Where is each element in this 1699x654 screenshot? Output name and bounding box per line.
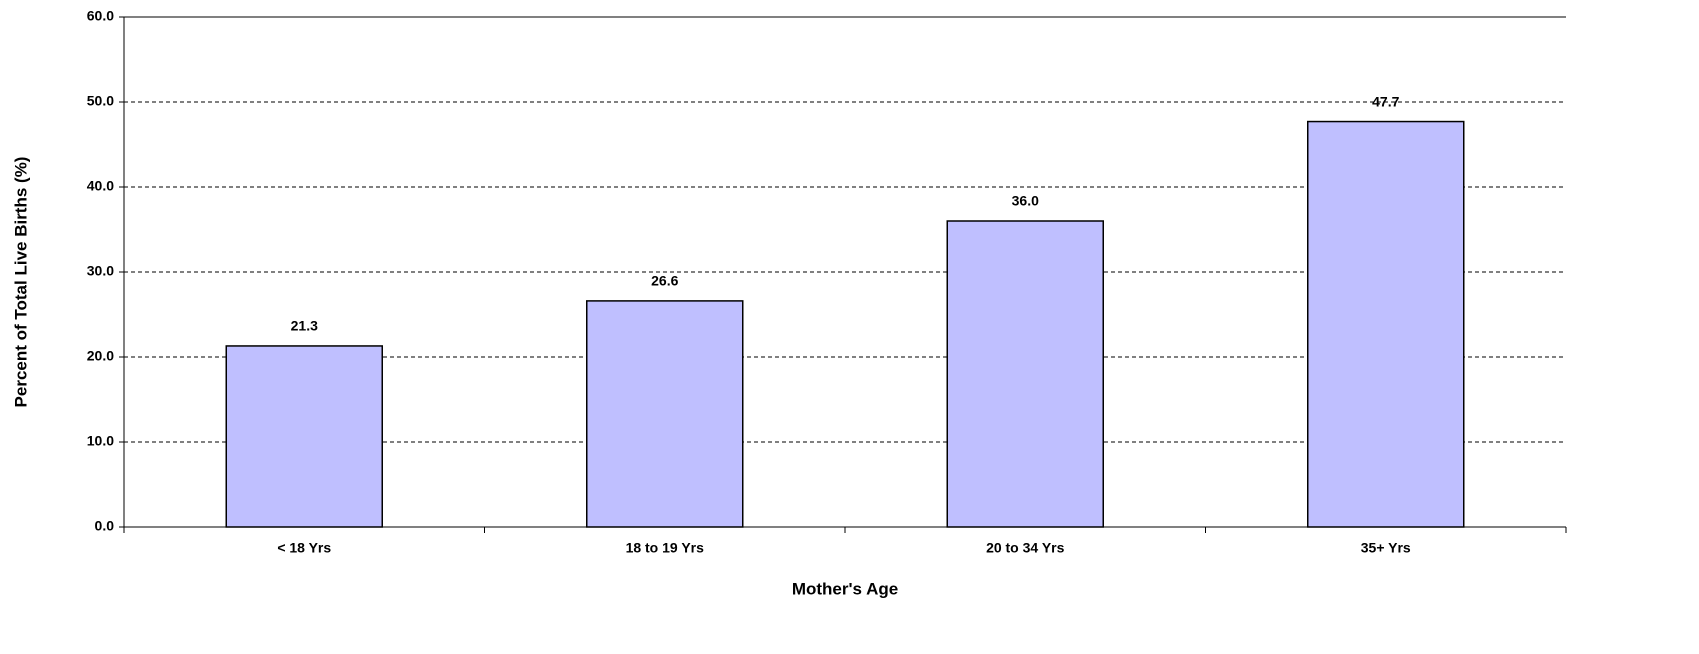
- y-tick-label: 10.0: [87, 433, 114, 449]
- value-label: 26.6: [651, 273, 678, 289]
- y-tick-label: 30.0: [87, 263, 114, 279]
- value-label: 47.7: [1372, 93, 1399, 109]
- y-tick-label: 60.0: [87, 8, 114, 24]
- x-tick-label: < 18 Yrs: [277, 540, 331, 556]
- y-tick-label: 0.0: [95, 518, 115, 534]
- value-label: 36.0: [1012, 193, 1039, 209]
- bar: [586, 300, 744, 528]
- y-tick-label: 40.0: [87, 178, 114, 194]
- x-axis-title: Mother's Age: [792, 579, 898, 598]
- bar: [225, 345, 383, 528]
- y-tick-label: 50.0: [87, 93, 114, 109]
- bar: [1307, 120, 1465, 528]
- x-tick-label: 18 to 19 Yrs: [626, 540, 705, 556]
- y-tick-label: 20.0: [87, 348, 114, 364]
- x-tick-label: 20 to 34 Yrs: [986, 540, 1065, 556]
- y-axis-title: Percent of Total Live Births (%): [11, 157, 30, 408]
- bar: [946, 220, 1104, 528]
- x-tick-label: 35+ Yrs: [1361, 540, 1411, 556]
- value-label: 21.3: [291, 318, 318, 334]
